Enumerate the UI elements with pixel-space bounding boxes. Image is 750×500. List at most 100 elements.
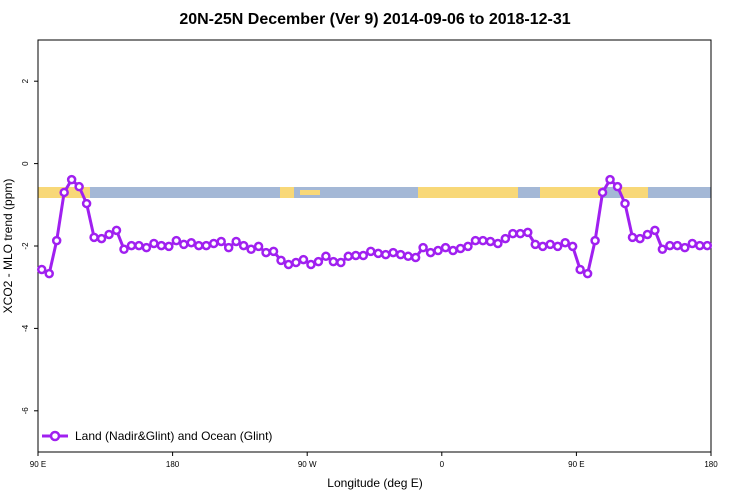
y-tick-label: 0 xyxy=(21,161,30,166)
data-point xyxy=(515,228,526,239)
data-point xyxy=(238,240,249,251)
data-point xyxy=(336,257,346,268)
data-point xyxy=(567,241,578,252)
data-point xyxy=(403,251,413,262)
chart-title: 20N-25N December (Ver 9) 2014-09-06 to 2… xyxy=(179,11,570,28)
data-point xyxy=(246,244,256,255)
x-tick-label: 90 E xyxy=(30,460,46,469)
data-point xyxy=(104,229,114,240)
data-point xyxy=(448,245,458,256)
data-point xyxy=(351,250,361,261)
y-axis-label: XCO2 - MLO trend (ppm) xyxy=(1,179,15,314)
data-point xyxy=(702,240,713,251)
y-tick-label: -4 xyxy=(21,324,30,332)
data-point xyxy=(493,238,503,249)
x-tick-label: 90 W xyxy=(298,460,317,469)
data-point xyxy=(530,239,541,250)
data-point xyxy=(208,238,219,249)
data-point xyxy=(635,233,645,244)
data-point xyxy=(171,235,182,246)
data-point xyxy=(627,232,638,243)
data-point xyxy=(433,245,443,256)
data-point xyxy=(597,187,608,198)
data-point xyxy=(96,233,107,244)
data-point xyxy=(523,227,533,238)
data-point xyxy=(463,241,473,252)
data-point xyxy=(328,256,339,267)
legend-marker xyxy=(49,430,61,442)
data-point xyxy=(216,236,226,247)
data-point xyxy=(186,237,197,248)
data-point xyxy=(545,239,555,250)
x-tick-label: 90 E xyxy=(568,460,584,469)
data-point xyxy=(366,246,376,257)
data-point xyxy=(695,240,705,251)
data-point xyxy=(500,233,511,244)
data-point xyxy=(134,240,144,251)
data-point xyxy=(321,251,331,262)
data-point xyxy=(470,235,481,246)
data-point xyxy=(538,241,548,252)
data-point xyxy=(119,244,129,255)
data-point xyxy=(74,181,84,192)
data-point xyxy=(665,240,675,251)
data-point xyxy=(164,241,174,252)
data-point xyxy=(201,240,211,251)
x-tick-label: 180 xyxy=(166,460,180,469)
data-point xyxy=(478,235,488,246)
data-point xyxy=(380,249,391,260)
data-point xyxy=(418,242,428,253)
data-point xyxy=(590,235,600,246)
data-point xyxy=(51,235,62,246)
data-point xyxy=(306,259,316,270)
data-point xyxy=(268,246,279,257)
data-point xyxy=(298,254,309,265)
data-point xyxy=(672,240,683,251)
data-point xyxy=(680,242,690,253)
data-point xyxy=(410,252,421,263)
data-point xyxy=(223,242,234,253)
data-point xyxy=(358,250,369,261)
data-point xyxy=(582,268,593,279)
data-point xyxy=(313,256,324,267)
data-point xyxy=(149,238,159,249)
data-point xyxy=(455,243,466,254)
data-point xyxy=(395,249,406,260)
data-point xyxy=(291,257,301,268)
data-point xyxy=(552,241,563,252)
y-tick-label: -2 xyxy=(21,242,30,250)
land-ocean-strip xyxy=(38,187,711,198)
data-point xyxy=(194,240,204,251)
x-tick-label: 0 xyxy=(440,460,445,469)
data-point xyxy=(605,174,615,185)
data-point xyxy=(89,232,99,243)
data-point xyxy=(283,259,294,270)
data-point xyxy=(575,264,585,275)
y-tick-label: 2 xyxy=(21,78,30,83)
y-tick-label: -6 xyxy=(21,407,30,415)
data-point xyxy=(126,240,137,251)
data-point xyxy=(508,228,518,239)
data-point xyxy=(59,187,69,198)
data-point xyxy=(560,237,570,248)
data-point xyxy=(650,225,660,236)
data-point xyxy=(261,247,271,258)
data-point xyxy=(179,239,189,250)
data-point xyxy=(253,241,264,252)
data-point xyxy=(141,242,152,253)
data-point xyxy=(276,255,286,266)
data-point xyxy=(612,181,623,192)
data-point xyxy=(620,198,630,209)
data-point xyxy=(111,225,122,236)
legend-label: Land (Nadir&Glint) and Ocean (Glint) xyxy=(75,429,272,443)
data-point xyxy=(373,248,383,259)
data-point xyxy=(440,242,451,253)
data-point xyxy=(156,240,167,251)
data-point xyxy=(687,238,698,249)
data-point xyxy=(44,268,54,279)
data-point xyxy=(66,174,77,185)
data-point xyxy=(425,247,436,258)
legend: Land (Nadir&Glint) and Ocean (Glint) xyxy=(42,429,272,443)
data-point xyxy=(388,247,398,258)
